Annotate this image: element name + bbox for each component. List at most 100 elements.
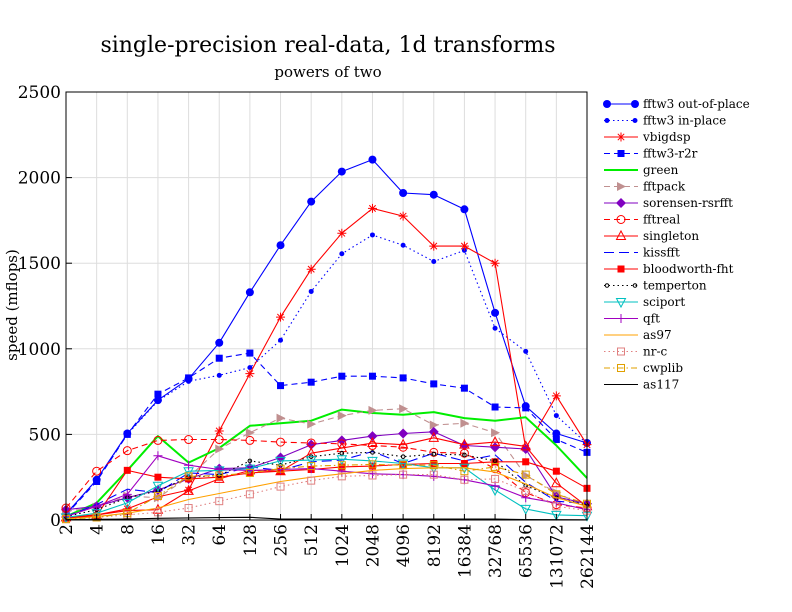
- legend-item: fftpack: [604, 180, 686, 194]
- data-point: [306, 439, 317, 450]
- data-point: [307, 197, 316, 206]
- data-point: [184, 485, 194, 495]
- data-point: [337, 228, 347, 238]
- legend: fftw3 out-of-place fftw3 in-place vbigdsp f…: [603, 97, 750, 392]
- data-point: [122, 446, 132, 456]
- series-line: [65, 207, 588, 518]
- series-fftreal: [61, 435, 592, 513]
- data-point: [368, 460, 377, 469]
- legend-label: fftreal: [643, 213, 680, 227]
- data-point: [121, 498, 133, 509]
- data-point: [492, 325, 498, 331]
- legend-label: temperton: [643, 279, 707, 293]
- data-point: [184, 435, 194, 445]
- data-point: [215, 471, 224, 480]
- legend-label: sorensen-rsrfft: [643, 196, 733, 210]
- data-point: [490, 442, 501, 453]
- data-point: [155, 398, 161, 404]
- legend-label: vbigdsp: [642, 130, 691, 144]
- data-point: [307, 476, 316, 485]
- data-point: [276, 464, 285, 473]
- series-line: [65, 458, 588, 518]
- legend-item: fftw3 in-place: [604, 114, 726, 128]
- x-tick-label: 2: [57, 524, 77, 535]
- x-tick-label: 32: [180, 524, 200, 546]
- data-point: [491, 308, 500, 317]
- legend-marker: [617, 182, 626, 191]
- legend-marker: [617, 364, 625, 372]
- data-point: [123, 430, 131, 438]
- data-point: [245, 288, 254, 297]
- data-point: [92, 501, 102, 511]
- data-point: [184, 460, 194, 470]
- data-point: [93, 477, 101, 485]
- data-point: [399, 374, 407, 382]
- data-point: [154, 390, 162, 398]
- data-point: [491, 474, 500, 483]
- data-point: [154, 473, 162, 481]
- data-point: [400, 454, 406, 459]
- series-line: [65, 455, 588, 518]
- data-point: [339, 450, 345, 456]
- legend-label: cwplib: [643, 361, 683, 375]
- y-tick-label: 2500: [18, 83, 61, 103]
- series-line: [65, 461, 588, 519]
- data-point: [367, 456, 378, 468]
- data-point: [215, 354, 223, 362]
- y-tick-label: 1500: [18, 254, 61, 274]
- data-point: [367, 431, 378, 442]
- legend-marker: [631, 100, 639, 108]
- x-tick-label: 65536: [517, 524, 537, 578]
- data-point: [184, 504, 193, 513]
- data-point: [399, 461, 408, 470]
- data-point: [399, 189, 408, 198]
- series-line: [65, 467, 588, 520]
- x-tick-label: 16: [149, 524, 169, 546]
- legend-item: qft: [604, 312, 660, 326]
- series-line: [65, 431, 588, 511]
- legend-item: as117: [604, 378, 679, 392]
- data-point: [308, 288, 314, 294]
- y-axis-label: speed (mflops): [3, 249, 21, 361]
- data-point: [368, 405, 378, 415]
- data-point: [551, 491, 562, 502]
- x-ticks: 2 4 8 16 32 64 128 256 512 1024 2048 4096 8192 16384 3…: [57, 514, 598, 589]
- data-point: [275, 456, 286, 468]
- legend-marker: [615, 229, 627, 240]
- data-point: [276, 241, 285, 250]
- data-point: [552, 429, 561, 438]
- legend-item: fftreal: [604, 213, 680, 227]
- data-point: [460, 475, 469, 484]
- series-line: [65, 463, 588, 520]
- x-tick-label: 512: [302, 524, 322, 556]
- data-point: [491, 403, 499, 411]
- data-point: [552, 467, 560, 475]
- data-point: [399, 460, 407, 468]
- data-point: [339, 251, 345, 257]
- data-point: [338, 372, 346, 380]
- x-tick-label: 8192: [425, 524, 445, 567]
- series-fftw3-out-of-place: [62, 155, 591, 519]
- data-point: [369, 232, 375, 238]
- data-point: [399, 470, 408, 479]
- data-point: [551, 477, 562, 488]
- legend-label: as117: [643, 378, 679, 392]
- data-point: [245, 435, 255, 445]
- data-point: [305, 456, 317, 467]
- legend-label: singleton: [643, 229, 699, 243]
- chart-subtitle: powers of two: [274, 63, 381, 81]
- data-point: [522, 404, 530, 412]
- data-point: [184, 472, 193, 481]
- x-tick-label: 131072: [547, 524, 567, 589]
- data-point: [337, 472, 346, 481]
- data-point: [337, 167, 346, 176]
- data-point: [153, 492, 162, 501]
- legend-item: fftw3-r2r: [604, 147, 698, 161]
- data-point: [245, 369, 255, 379]
- grid: [65, 91, 588, 521]
- data-point: [523, 348, 529, 354]
- data-point: [460, 384, 468, 392]
- legend-label: fftpack: [643, 180, 686, 194]
- data-point: [460, 467, 469, 476]
- data-point: [214, 435, 224, 445]
